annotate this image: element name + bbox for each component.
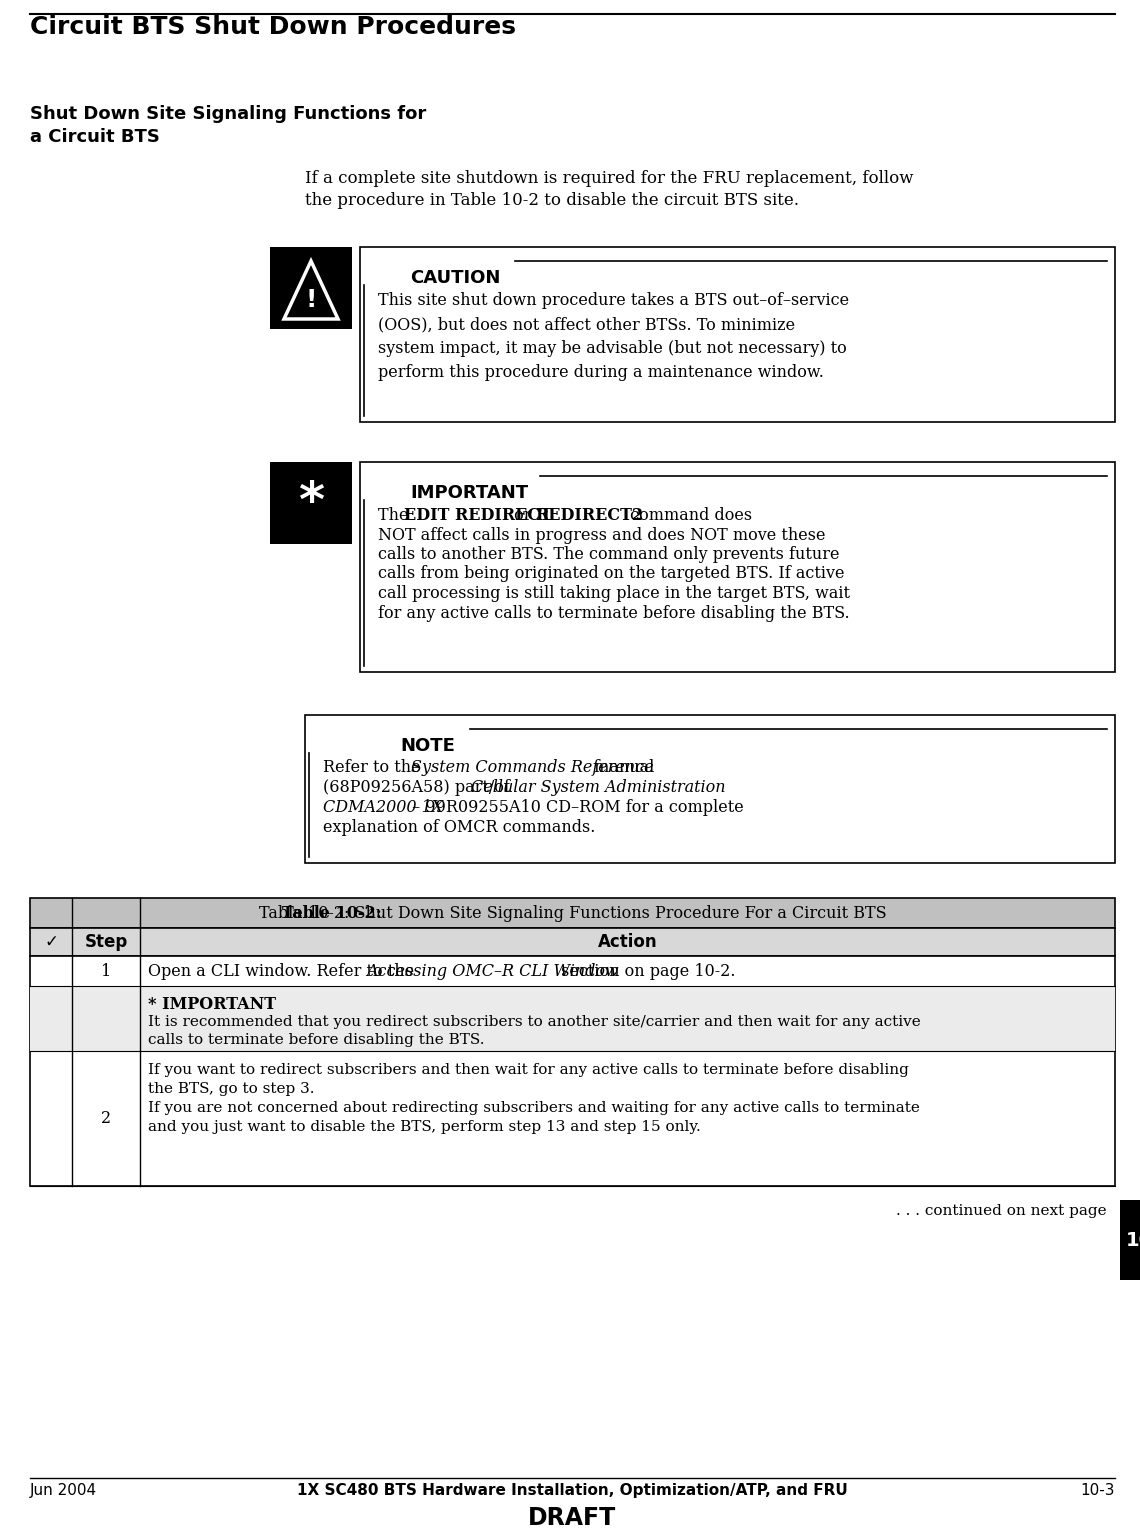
Text: Open a CLI window. Refer to the: Open a CLI window. Refer to the [148, 962, 420, 980]
Text: Table 10-2: Shut Down Site Signaling Functions Procedure For a Circuit BTS: Table 10-2: Shut Down Site Signaling Fun… [259, 905, 886, 922]
Polygon shape [284, 261, 337, 319]
Text: DRAFT: DRAFT [528, 1506, 617, 1529]
Text: *: * [298, 479, 324, 528]
Text: a Circuit BTS: a Circuit BTS [30, 127, 160, 146]
Text: command does: command does [625, 508, 752, 525]
Text: explanation of OMCR commands.: explanation of OMCR commands. [323, 819, 595, 836]
Text: Step: Step [84, 933, 128, 951]
Text: 2: 2 [101, 1111, 111, 1127]
Text: This site shut down procedure takes a BTS out–of–service
(OOS), but does not aff: This site shut down procedure takes a BT… [378, 291, 849, 382]
Text: 10: 10 [1125, 1230, 1140, 1250]
Text: and you just want to disable the BTS, perform step 13 and step 15 only.: and you just want to disable the BTS, pe… [148, 1120, 701, 1134]
Text: Circuit BTS Shut Down Procedures: Circuit BTS Shut Down Procedures [30, 15, 516, 38]
Text: section on page 10-2.: section on page 10-2. [556, 962, 735, 980]
Text: * IMPORTANT: * IMPORTANT [148, 996, 276, 1012]
Text: NOTE: NOTE [400, 736, 455, 755]
Text: IMPORTANT: IMPORTANT [410, 485, 528, 502]
Text: calls to another BTS. The command only prevents future: calls to another BTS. The command only p… [378, 546, 839, 563]
Text: Table 10-2:: Table 10-2: [283, 905, 382, 922]
Text: – 99R09255A10 CD–ROM for a complete: – 99R09255A10 CD–ROM for a complete [407, 799, 743, 816]
Text: If a complete site shutdown is required for the FRU replacement, follow: If a complete site shutdown is required … [306, 170, 913, 187]
Text: It is recommended that you redirect subscribers to another site/carrier and then: It is recommended that you redirect subs… [148, 1016, 921, 1029]
Text: If you want to redirect subscribers and then wait for any active calls to termin: If you want to redirect subscribers and … [148, 1063, 909, 1077]
Bar [360, 462, 1115, 672]
Text: Shut Down Site Signaling Functions for: Shut Down Site Signaling Functions for [30, 104, 426, 123]
Text: calls to terminate before disabling the BTS.: calls to terminate before disabling the … [148, 1032, 484, 1048]
Text: Action: Action [597, 933, 658, 951]
Bar [306, 715, 1115, 864]
Text: (68P09256A58) part/of: (68P09256A58) part/of [323, 779, 515, 796]
Text: If you are not concerned about redirecting subscribers and waiting for any activ: If you are not concerned about redirecti… [148, 1101, 920, 1115]
Text: 1X SC480 BTS Hardware Installation, Optimization/ATP, and FRU: 1X SC480 BTS Hardware Installation, Opti… [298, 1483, 848, 1499]
Text: The: The [378, 508, 414, 525]
Text: or: or [508, 508, 537, 525]
Text: Cellular System Administration: Cellular System Administration [471, 779, 725, 796]
Text: REDIRECT2: REDIRECT2 [535, 508, 643, 525]
Text: CAUTION: CAUTION [410, 268, 500, 287]
Bar [1119, 1200, 1140, 1279]
Text: call processing is still taking place in the target BTS, wait: call processing is still taking place in… [378, 584, 850, 601]
Text: the procedure in Table 10-2 to disable the circuit BTS site.: the procedure in Table 10-2 to disable t… [306, 192, 799, 209]
Text: Jun 2004: Jun 2004 [30, 1483, 97, 1499]
Text: CDMA2000 1X: CDMA2000 1X [323, 799, 443, 816]
Text: EDIT REDIRECT: EDIT REDIRECT [404, 508, 552, 525]
Text: calls from being originated on the targeted BTS. If active: calls from being originated on the targe… [378, 566, 845, 583]
Text: manual: manual [589, 759, 654, 776]
Text: 1: 1 [100, 962, 111, 980]
Text: !: ! [306, 288, 317, 311]
Text: System Commands Reference: System Commands Reference [412, 759, 653, 776]
Text: ✓: ✓ [44, 933, 58, 951]
Text: Accessing OMC–R CLI Window: Accessing OMC–R CLI Window [366, 962, 619, 980]
Text: Refer to the: Refer to the [323, 759, 425, 776]
Bar [30, 956, 1115, 1186]
Text: NOT affect calls in progress and does NOT move these: NOT affect calls in progress and does NO… [378, 526, 825, 543]
Bar [30, 897, 1115, 928]
Bar [30, 986, 1115, 1051]
Text: the BTS, go to step 3.: the BTS, go to step 3. [148, 1081, 315, 1095]
Bar [270, 247, 352, 328]
Bar [360, 247, 1115, 422]
Text: . . . continued on next page: . . . continued on next page [896, 1204, 1107, 1218]
Bar [30, 928, 1115, 956]
Text: 10-3: 10-3 [1081, 1483, 1115, 1499]
Bar [270, 462, 352, 545]
Text: for any active calls to terminate before disabling the BTS.: for any active calls to terminate before… [378, 604, 849, 621]
